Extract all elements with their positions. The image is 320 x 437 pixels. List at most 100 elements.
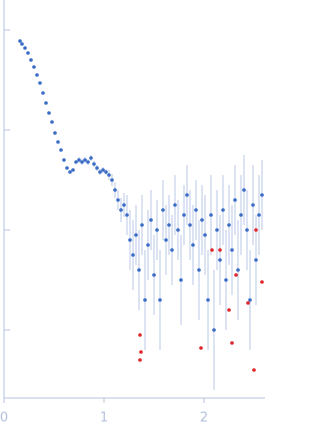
data-point xyxy=(179,278,183,282)
data-point xyxy=(119,208,123,212)
data-point xyxy=(50,120,54,124)
data-point xyxy=(254,258,258,262)
data-point xyxy=(26,51,30,55)
data-point xyxy=(56,140,60,144)
data-point xyxy=(53,131,57,135)
data-point xyxy=(98,170,102,174)
data-point xyxy=(191,243,195,247)
data-point xyxy=(161,208,165,212)
data-point xyxy=(234,273,238,277)
data-point xyxy=(251,203,255,207)
data-point xyxy=(128,238,132,242)
data-point xyxy=(252,368,256,372)
data-point xyxy=(104,170,108,174)
data-point xyxy=(230,341,234,345)
data-point xyxy=(139,350,143,354)
data-point xyxy=(35,73,39,77)
data-point xyxy=(107,173,111,177)
data-point xyxy=(74,160,78,164)
data-point xyxy=(122,203,126,207)
data-point xyxy=(248,298,252,302)
plot-area xyxy=(18,39,264,390)
data-point xyxy=(86,160,90,164)
data-point xyxy=(210,248,214,252)
data-point xyxy=(89,156,93,160)
data-point xyxy=(18,39,22,43)
data-point xyxy=(44,101,48,105)
data-point xyxy=(77,158,81,162)
data-point xyxy=(173,203,177,207)
data-point xyxy=(200,218,204,222)
data-point xyxy=(38,81,42,85)
data-point xyxy=(239,213,243,217)
data-point xyxy=(125,213,129,217)
data-point xyxy=(260,193,264,197)
data-point xyxy=(164,238,168,242)
chart: 0 1 2 xyxy=(0,0,265,426)
data-point xyxy=(152,273,156,277)
data-point xyxy=(199,346,203,350)
x-tick-label: 1 xyxy=(100,411,108,426)
data-point xyxy=(80,160,84,164)
data-point xyxy=(221,208,225,212)
data-point xyxy=(32,65,36,69)
data-point xyxy=(149,218,153,222)
data-point xyxy=(176,228,180,232)
data-point xyxy=(218,258,222,262)
data-point xyxy=(62,158,66,162)
data-point xyxy=(20,42,24,46)
x-tick-label: 2 xyxy=(200,411,208,426)
data-point xyxy=(92,162,96,166)
data-point xyxy=(197,268,201,272)
data-point xyxy=(167,223,171,227)
data-point xyxy=(230,248,234,252)
data-point xyxy=(227,223,231,227)
data-point xyxy=(71,168,75,172)
data-point xyxy=(209,213,213,217)
data-point xyxy=(29,58,33,62)
data-point xyxy=(206,298,210,302)
data-point xyxy=(59,148,63,152)
data-point xyxy=(41,91,45,95)
data-point xyxy=(137,268,141,272)
data-point xyxy=(215,228,219,232)
data-point xyxy=(155,228,159,232)
data-point xyxy=(185,193,189,197)
data-point xyxy=(212,328,216,332)
data-point xyxy=(140,223,144,227)
data-point xyxy=(194,208,198,212)
data-point xyxy=(260,280,264,284)
data-point xyxy=(182,213,186,217)
data-point xyxy=(110,178,114,182)
data-point xyxy=(227,308,231,312)
data-point xyxy=(95,166,99,170)
data-point xyxy=(47,111,51,115)
data-point xyxy=(131,253,135,257)
data-point xyxy=(83,158,87,162)
x-tick-label: 0 xyxy=(0,411,8,426)
data-point xyxy=(138,358,142,362)
data-point xyxy=(254,228,258,232)
data-point xyxy=(113,188,117,192)
data-point xyxy=(158,298,162,302)
data-point xyxy=(143,298,147,302)
data-point xyxy=(246,301,250,305)
data-point xyxy=(224,278,228,282)
data-point xyxy=(218,248,222,252)
data-point xyxy=(257,213,261,217)
data-point xyxy=(146,243,150,247)
data-point xyxy=(134,233,138,237)
data-point xyxy=(68,170,72,174)
data-point xyxy=(188,223,192,227)
data-point xyxy=(138,333,142,337)
data-point xyxy=(236,268,240,272)
data-point xyxy=(101,168,105,172)
data-point xyxy=(116,198,120,202)
data-point xyxy=(233,198,237,202)
data-point xyxy=(242,188,246,192)
data-point xyxy=(203,233,207,237)
data-point xyxy=(23,46,27,50)
data-point xyxy=(170,248,174,252)
data-point xyxy=(65,166,69,170)
data-point xyxy=(245,228,249,232)
